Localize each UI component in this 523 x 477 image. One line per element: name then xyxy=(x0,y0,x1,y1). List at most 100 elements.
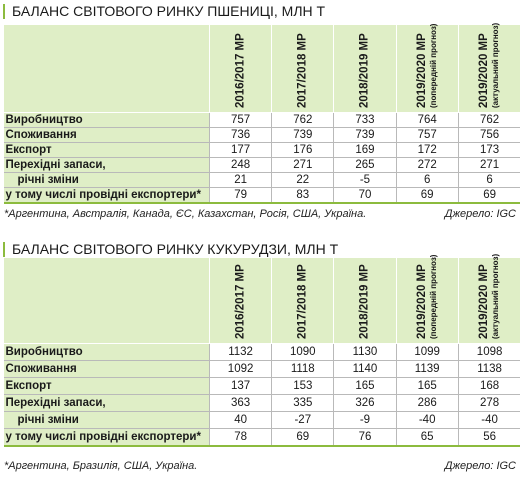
table-row: Перехідні запаси, 363 335 326 286 278 xyxy=(3,394,521,412)
column-header: 2019/2020 МР (актуальний прогноз) xyxy=(457,23,521,113)
table-cell: 272 xyxy=(395,157,459,173)
table-cell: 733 xyxy=(333,112,397,128)
table-cell: 271 xyxy=(457,157,521,173)
table-cell: 165 xyxy=(333,377,397,395)
table-cell: 764 xyxy=(395,112,459,128)
table-cell: 286 xyxy=(395,394,459,412)
table-cell: 21 xyxy=(208,172,272,188)
table-row: річні зміни 21 22 -5 6 6 xyxy=(3,172,521,188)
table-cell: 6 xyxy=(395,172,459,188)
table-cell: 40 xyxy=(208,411,272,429)
table-cell: 757 xyxy=(208,112,272,128)
table-cell: 79 xyxy=(208,187,272,204)
table-cell: 65 xyxy=(395,428,459,447)
footnote: *Аргентина, Бразилія, США, Україна. xyxy=(4,460,198,472)
wheat-balance-section: БАЛАНС СВІТОВОГО РИНКУ ПШЕНИЦІ, МЛН Т 20… xyxy=(0,0,523,220)
table-cell: 173 xyxy=(457,142,521,158)
table-cell: 69 xyxy=(395,187,459,204)
table-cell: 78 xyxy=(208,428,272,447)
column-header: 2018/2019 МР xyxy=(333,257,397,344)
table-cell: 76 xyxy=(333,428,397,447)
source-note: Джерело: IGC xyxy=(444,208,516,220)
table-cell: 1099 xyxy=(395,343,459,361)
row-label: Перехідні запаси, xyxy=(3,157,210,173)
column-header: 2016/2017 МР xyxy=(208,257,273,344)
table-cell: 326 xyxy=(333,394,397,412)
table-cell: 1139 xyxy=(395,360,459,378)
table-cell: 335 xyxy=(271,394,334,412)
table-cell: 137 xyxy=(208,377,272,395)
table-cell: -9 xyxy=(333,411,397,429)
table-row: Виробництво 1132 1090 1130 1099 1098 xyxy=(3,343,521,361)
column-header: 2017/2018 МР xyxy=(271,24,335,113)
table-row: у тому числі провідні експортери* 78 69 … xyxy=(3,428,521,447)
table-cell: 69 xyxy=(457,187,521,204)
row-label: Виробництво xyxy=(3,112,210,128)
title-accent-bar xyxy=(3,242,5,257)
table-cell: 762 xyxy=(271,112,334,128)
header-corner-cell xyxy=(3,24,210,113)
table-cell: 168 xyxy=(457,377,521,395)
corn-balance-section: БАЛАНС СВІТОВОГО РИНКУ КУКУРУДЗИ, МЛН Т … xyxy=(0,238,523,472)
table-cell: 1132 xyxy=(208,343,272,361)
source-note: Джерело: IGC xyxy=(444,460,516,472)
table-cell: 165 xyxy=(395,377,459,395)
row-label: Експорт xyxy=(3,377,210,395)
row-label: у тому числі провідні експортери* xyxy=(3,428,210,447)
table-cell: 56 xyxy=(457,428,521,447)
table-cell: 248 xyxy=(208,157,272,173)
table-cell: -40 xyxy=(395,411,459,429)
table-cell: 1138 xyxy=(457,360,521,378)
row-label: річні зміни xyxy=(3,411,210,429)
table-cell: 69 xyxy=(271,428,334,447)
column-header: 2019/2020 МР (попередній прогноз) xyxy=(395,255,459,344)
table-cell: 265 xyxy=(333,157,397,173)
table-cell: 739 xyxy=(333,127,397,143)
column-header: 2018/2019 МР xyxy=(333,24,397,113)
table-cell: 176 xyxy=(271,142,334,158)
row-label: Виробництво xyxy=(3,343,210,361)
table-cell: 762 xyxy=(457,112,521,128)
row-label: у тому числі провідні експортери* xyxy=(3,187,210,204)
table-cell: 757 xyxy=(395,127,459,143)
table-cell: -5 xyxy=(333,172,397,188)
row-label: Споживання xyxy=(3,127,210,143)
table-cell: 1092 xyxy=(208,360,272,378)
column-header: 2019/2020 МР (попередній прогноз) xyxy=(395,24,459,113)
table-cell: -40 xyxy=(457,411,521,429)
table-row: Споживання 736 739 739 757 756 xyxy=(3,127,521,143)
table-cell: 756 xyxy=(457,127,521,143)
table-row: Перехідні запаси, 248 271 265 272 271 xyxy=(3,157,521,173)
table-cell: 271 xyxy=(271,157,334,173)
table-row: Виробництво 757 762 733 764 762 xyxy=(3,112,521,128)
table-header-row: 2016/2017 МР 2017/2018 МР 2018/2019 МР 2… xyxy=(3,254,521,344)
wheat-balance-table: 2016/2017 МР 2017/2018 МР 2018/2019 МР 2… xyxy=(3,23,521,204)
corn-table-title: БАЛАНС СВІТОВОГО РИНКУ КУКУРУДЗИ, МЛН Т xyxy=(12,241,339,257)
table-cell: 363 xyxy=(208,394,272,412)
table-row: річні зміни 40 -27 -9 -40 -40 xyxy=(3,411,521,429)
column-header: 2017/2018 МР xyxy=(271,257,335,344)
table-cell: 153 xyxy=(271,377,334,395)
table-cell: 1098 xyxy=(457,343,521,361)
table-cell: 1140 xyxy=(333,360,397,378)
table-cell: 172 xyxy=(395,142,459,158)
table-cell: 22 xyxy=(271,172,334,188)
table-cell: 6 xyxy=(457,172,521,188)
row-label: річні зміни xyxy=(3,172,210,188)
table-header-row: 2016/2017 МР 2017/2018 МР 2018/2019 МР 2… xyxy=(3,23,521,113)
title-accent-bar xyxy=(3,4,5,19)
table-cell: 739 xyxy=(271,127,334,143)
row-label: Експорт xyxy=(3,142,210,158)
table-cell: 83 xyxy=(271,187,334,204)
table-row: Експорт 137 153 165 165 168 xyxy=(3,377,521,395)
table-cell: 169 xyxy=(333,142,397,158)
column-header: 2019/2020 МР (актуальний прогноз) xyxy=(457,254,521,344)
table-cell: 177 xyxy=(208,142,272,158)
corn-balance-table: 2016/2017 МР 2017/2018 МР 2018/2019 МР 2… xyxy=(3,254,521,447)
wheat-table-title: БАЛАНС СВІТОВОГО РИНКУ ПШЕНИЦІ, МЛН Т xyxy=(12,3,326,19)
table-cell: 1130 xyxy=(333,343,397,361)
footnote: *Аргентина, Австралія, Канада, ЄС, Казах… xyxy=(4,208,367,220)
column-header: 2016/2017 МР xyxy=(208,24,273,113)
table-cell: 1118 xyxy=(271,360,334,378)
header-corner-cell xyxy=(3,257,210,344)
